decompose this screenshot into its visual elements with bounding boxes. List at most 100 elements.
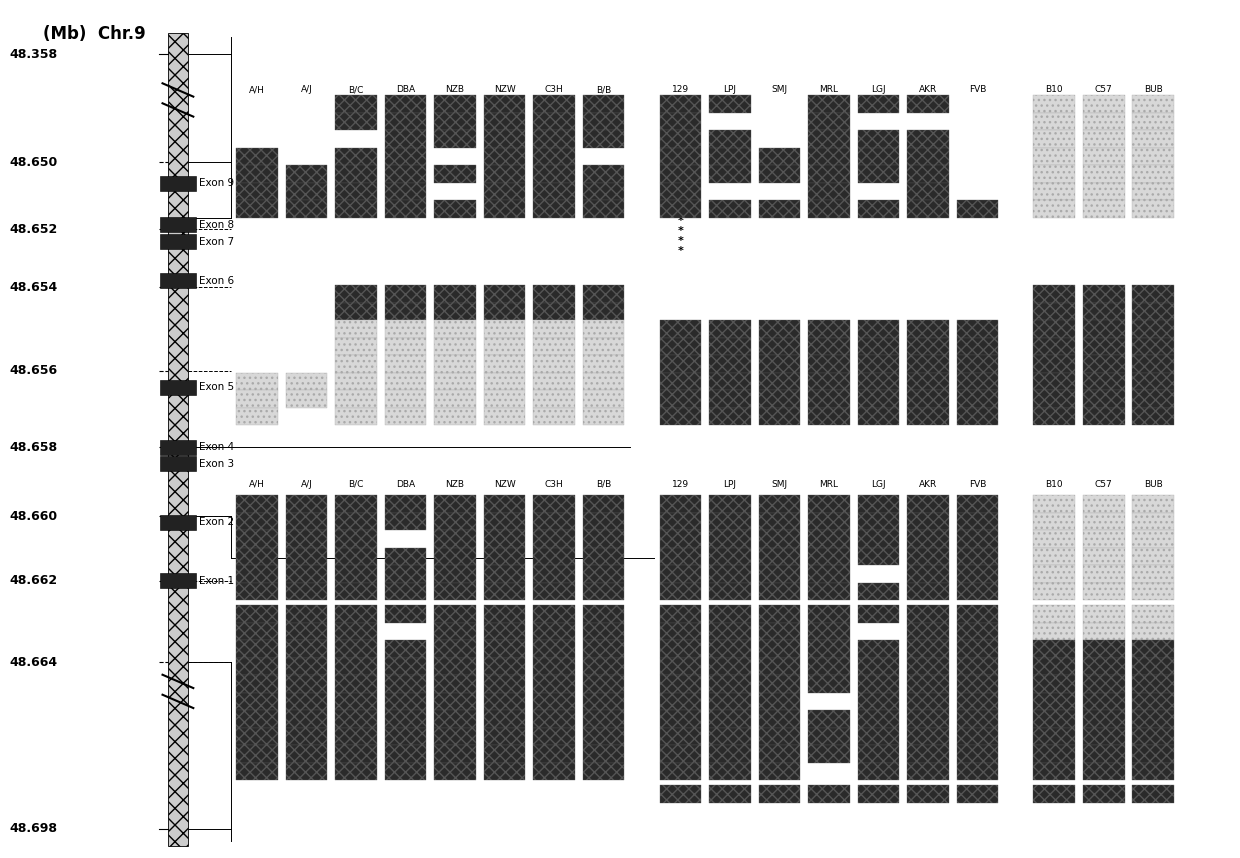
Bar (709, 565, 751, 583)
Bar (285, 583, 327, 601)
Bar (956, 390, 998, 408)
Bar (956, 728, 998, 745)
Bar (434, 692, 476, 710)
Bar (1083, 183, 1125, 200)
Bar (808, 513, 849, 530)
Bar (484, 338, 526, 355)
Bar (236, 166, 278, 183)
Bar (956, 547, 998, 565)
Bar (236, 745, 278, 763)
Bar (906, 183, 949, 200)
Bar (1132, 692, 1174, 710)
Bar (434, 166, 476, 183)
Bar (484, 583, 526, 601)
Bar (906, 565, 949, 583)
Text: C3H: C3H (544, 480, 563, 489)
Bar (709, 640, 751, 658)
Bar (808, 372, 849, 390)
Bar (660, 130, 702, 148)
Bar (583, 745, 625, 763)
Bar (236, 692, 278, 710)
Bar (759, 408, 800, 426)
Bar (858, 495, 899, 513)
Bar (285, 372, 327, 390)
Bar (808, 728, 849, 745)
Bar (533, 390, 575, 408)
Bar (858, 513, 899, 530)
Bar (906, 495, 949, 513)
Bar (484, 692, 526, 710)
Bar (759, 785, 800, 802)
Bar (1033, 183, 1075, 200)
Bar (335, 303, 377, 320)
Bar (236, 605, 278, 623)
Bar (1033, 605, 1075, 623)
Bar (236, 710, 278, 728)
Bar (484, 355, 526, 372)
Bar (533, 745, 575, 763)
Bar (956, 200, 998, 218)
Bar (533, 320, 575, 338)
Text: BUB: BUB (1145, 480, 1163, 489)
Text: 48.358: 48.358 (10, 48, 58, 61)
Bar (759, 390, 800, 408)
Bar (533, 495, 575, 513)
Text: Exon 6: Exon 6 (198, 275, 234, 286)
Bar (1033, 745, 1075, 763)
Bar (335, 640, 377, 658)
Bar (583, 513, 625, 530)
Bar (660, 166, 702, 183)
Bar (285, 640, 327, 658)
Bar (484, 372, 526, 390)
Text: B/C: B/C (348, 480, 363, 489)
Bar (1083, 640, 1125, 658)
Bar (906, 130, 949, 148)
Bar (808, 408, 849, 426)
Bar (1132, 113, 1174, 130)
Bar (484, 605, 526, 623)
Bar (434, 495, 476, 513)
Bar (709, 320, 751, 338)
Bar (1083, 623, 1125, 640)
Bar (1033, 166, 1075, 183)
Text: 48.656: 48.656 (10, 364, 58, 378)
Text: NZW: NZW (494, 480, 516, 489)
Bar (484, 565, 526, 583)
Bar (533, 286, 575, 303)
Bar (858, 605, 899, 623)
Text: FVB: FVB (968, 480, 986, 489)
Bar (1132, 495, 1174, 513)
Bar (858, 200, 899, 218)
Bar (660, 710, 702, 728)
Bar (1132, 547, 1174, 565)
Bar (533, 130, 575, 148)
Bar (858, 547, 899, 565)
Text: Exon 5: Exon 5 (198, 383, 234, 392)
Text: 48.698: 48.698 (10, 822, 58, 836)
Bar (1132, 763, 1174, 780)
Bar (1132, 583, 1174, 601)
Bar (1083, 372, 1125, 390)
Bar (858, 728, 899, 745)
Bar (285, 166, 327, 183)
Bar (1132, 408, 1174, 426)
Bar (808, 675, 849, 692)
Bar (1033, 390, 1075, 408)
Bar (1132, 658, 1174, 675)
Bar (1132, 303, 1174, 320)
Bar (858, 675, 899, 692)
Bar (808, 623, 849, 640)
Text: 129: 129 (672, 85, 689, 94)
Bar (1083, 408, 1125, 426)
Bar (384, 355, 427, 372)
Bar (236, 640, 278, 658)
Bar (1132, 565, 1174, 583)
Bar (759, 658, 800, 675)
Bar (335, 200, 377, 218)
Bar (285, 200, 327, 218)
Bar (808, 547, 849, 565)
Bar (160, 380, 196, 395)
Bar (1083, 338, 1125, 355)
Bar (384, 495, 427, 513)
Bar (160, 440, 196, 455)
